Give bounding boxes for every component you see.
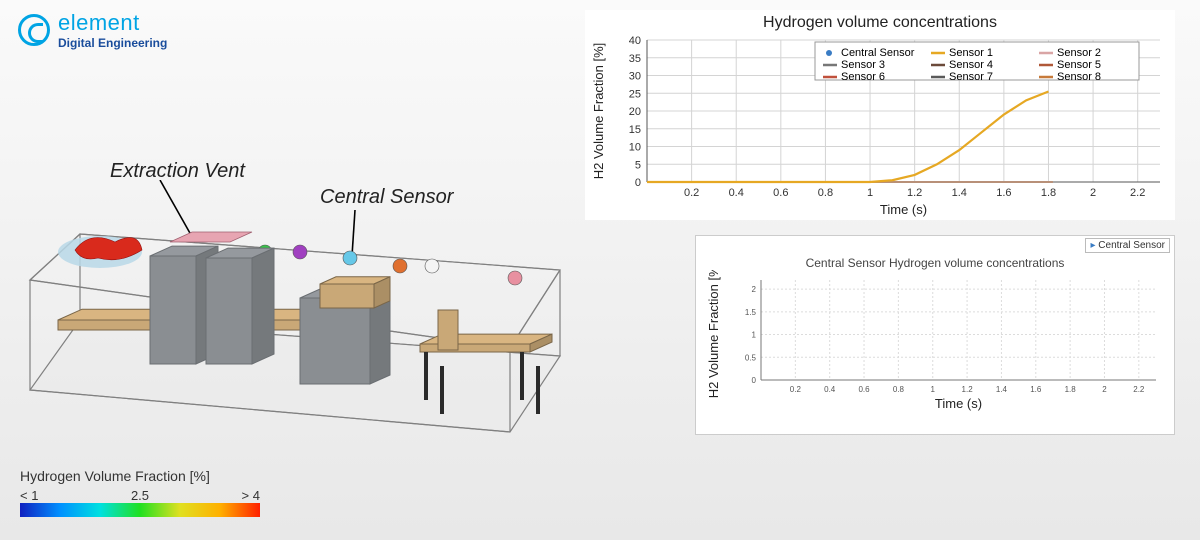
chart-h2-concentrations: Hydrogen volume concentrations 0 5 10 15 20 2… [585,10,1175,220]
svg-text:1: 1 [867,187,873,199]
svg-text:40: 40 [629,35,641,47]
colorbar-min: < 1 [20,488,38,503]
svg-text:10: 10 [629,142,641,154]
annotation-extraction-vent: Extraction Vent [110,160,245,183]
svg-text:Sensor 1: Sensor 1 [949,47,993,59]
svg-text:5: 5 [635,159,641,171]
svg-text:H2 Volume Fraction [%]: H2 Volume Fraction [%] [591,43,606,180]
svg-text:0.6: 0.6 [773,187,788,199]
svg-text:15: 15 [629,124,641,136]
chart-central-sensor: Central Sensor Central Sensor Hydrogen v… [695,235,1175,435]
svg-text:1.6: 1.6 [996,187,1011,199]
colorbar-max: > 4 [242,488,260,503]
svg-text:2: 2 [1102,385,1107,394]
cfd-scene-3d: Extraction Vent Central Sensor [20,180,580,440]
svg-text:0.2: 0.2 [684,187,699,199]
chart2-legend: Central Sensor [1085,238,1170,253]
callout-sensor [352,210,355,256]
svg-text:30: 30 [629,71,641,83]
svg-text:0.6: 0.6 [858,385,870,394]
svg-text:0.5: 0.5 [745,353,757,362]
svg-text:0.8: 0.8 [818,187,833,199]
svg-text:Central Sensor: Central Sensor [841,47,915,59]
colorbar: Hydrogen Volume Fraction [%] < 1 2.5 > 4 [20,468,260,522]
svg-text:1.2: 1.2 [907,187,922,199]
brand-name: element [58,10,167,36]
svg-text:1.4: 1.4 [996,385,1008,394]
colorbar-gradient [20,503,260,517]
svg-text:1.8: 1.8 [1041,187,1056,199]
svg-text:1.8: 1.8 [1065,385,1077,394]
svg-text:2: 2 [1090,187,1096,199]
svg-text:0: 0 [635,177,641,189]
brand-subtitle: Digital Engineering [58,36,167,50]
svg-text:0: 0 [752,376,757,385]
svg-text:Sensor 8: Sensor 8 [1057,71,1101,83]
svg-text:Sensor 5: Sensor 5 [1057,59,1101,71]
svg-text:Sensor 6: Sensor 6 [841,71,885,83]
svg-text:0.8: 0.8 [893,385,905,394]
chart1-title: Hydrogen volume concentrations [585,10,1175,32]
svg-text:0.4: 0.4 [729,187,744,199]
sensor-s-purple [293,245,307,259]
svg-text:1.6: 1.6 [1030,385,1042,394]
brand-logo: element Digital Engineering [18,10,167,50]
sensor-s-cyan [343,251,357,265]
sensor-s-orange [393,259,407,273]
scene-svg [20,180,580,440]
svg-text:Sensor 4: Sensor 4 [949,59,993,71]
svg-text:25: 25 [629,88,641,100]
logo-mark-icon [18,14,50,46]
chart1-svg: 0 5 10 15 20 25 30 35 40 0.2 0.4 0.6 0.8 1 1.2 1.4 1.6 1.… [585,32,1175,217]
sensor-s-pink [508,271,522,285]
colorbar-title: Hydrogen Volume Fraction [%] [20,468,260,484]
svg-text:2: 2 [752,285,757,294]
svg-text:H2 Volume Fraction [%]: H2 Volume Fraction [%] [706,270,721,398]
annotation-central-sensor: Central Sensor [320,186,453,209]
svg-text:Sensor 2: Sensor 2 [1057,47,1101,59]
svg-text:35: 35 [629,53,641,65]
svg-text:Time (s): Time (s) [880,202,927,217]
svg-text:1.4: 1.4 [952,187,967,199]
sensor-s-white [425,259,439,273]
svg-text:2.2: 2.2 [1133,385,1145,394]
svg-text:0.4: 0.4 [824,385,836,394]
svg-text:Sensor 7: Sensor 7 [949,71,993,83]
svg-text:2.2: 2.2 [1130,187,1145,199]
svg-text:Time (s): Time (s) [935,396,982,411]
svg-text:0.2: 0.2 [790,385,802,394]
svg-text:1: 1 [931,385,936,394]
chart2-svg: 0 0.5 1 1.5 2 0.2 0.4 0.6 0.8 1 1.2 1.4 1.6 1.8 2 2.2 H2… [696,270,1176,430]
svg-text:20: 20 [629,106,641,118]
colorbar-mid: 2.5 [131,488,149,503]
svg-text:Sensor 3: Sensor 3 [841,59,885,71]
svg-text:1: 1 [752,331,757,340]
svg-text:1.5: 1.5 [745,308,757,317]
svg-text:1.2: 1.2 [962,385,974,394]
